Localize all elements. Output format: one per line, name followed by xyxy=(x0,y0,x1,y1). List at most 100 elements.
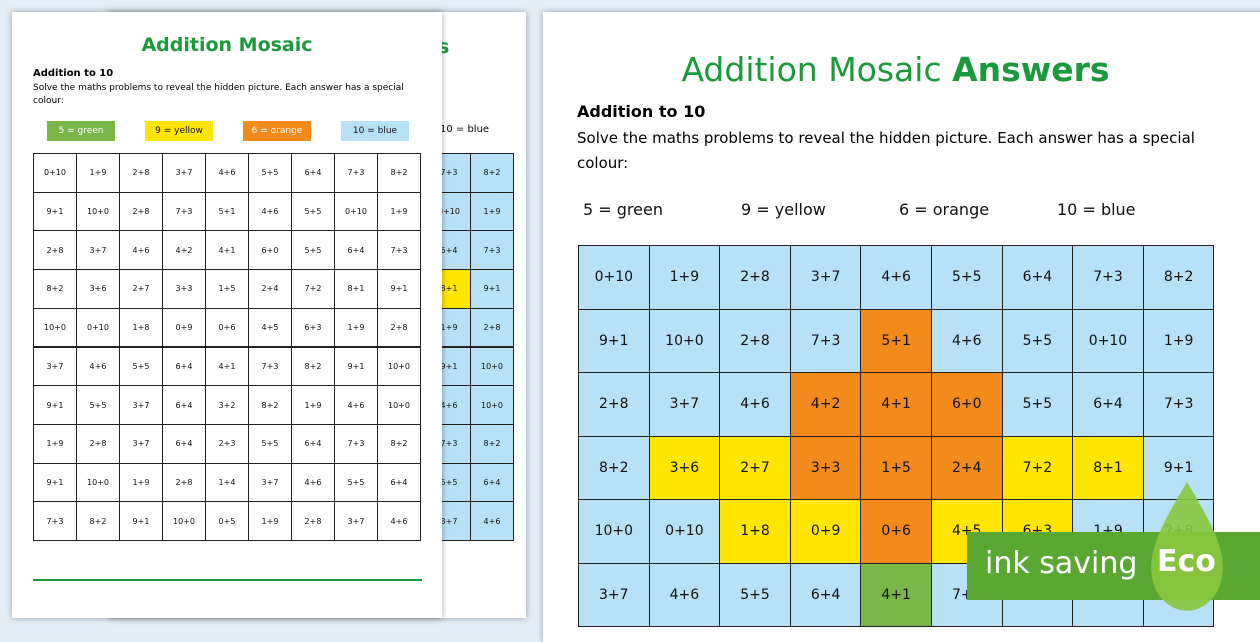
legend-item: 6 = orange xyxy=(243,121,311,141)
grid-cell: 0+10 xyxy=(648,499,721,564)
grid-cell: 10+0 xyxy=(162,501,206,541)
grid-cell: 4+6 xyxy=(648,562,721,627)
grid-cell: 1+5 xyxy=(860,435,932,500)
grid-cell: 3+7 xyxy=(248,462,292,503)
grid-cell: 10+0 xyxy=(578,499,650,564)
grid-cell: 7+3 xyxy=(1072,245,1144,310)
legend-item: 6 = orange xyxy=(899,199,990,219)
grid-cell: 3+7 xyxy=(578,562,650,627)
legend-item: 5 = green xyxy=(47,121,115,141)
grid-cell: 6+4 xyxy=(470,462,514,503)
grid-cell: 7+3 xyxy=(33,501,77,541)
grid-cell: 3+3 xyxy=(789,435,862,500)
grid-cell: 7+3 xyxy=(789,308,862,373)
grid-cell: 4+6 xyxy=(470,501,514,541)
legend-item: 5 = green xyxy=(583,199,663,219)
grid-cell: 8+2 xyxy=(377,153,421,193)
title: Addition Mosaic xyxy=(141,34,313,56)
grid-cell: 9+1 xyxy=(33,191,77,232)
grid-cell: 4+6 xyxy=(248,191,292,232)
grid-cell: 8+2 xyxy=(248,385,292,425)
grid-cell: 8+2 xyxy=(470,153,514,193)
grid-cell: 9+1 xyxy=(377,269,421,309)
grid-cell: 5+5 xyxy=(248,153,292,193)
grid-cell: 2+8 xyxy=(719,308,791,373)
grid-cell: 8+2 xyxy=(377,423,421,464)
grid-cell: 8+2 xyxy=(578,435,650,500)
grid-cell: 4+1 xyxy=(860,562,932,627)
grid-cell: 6+4 xyxy=(162,423,206,464)
grid-cell: 1+5 xyxy=(205,269,249,309)
grid-cell: 6+4 xyxy=(1072,372,1144,437)
grid-cell: 2+8 xyxy=(291,501,335,541)
grid-cell: 4+6 xyxy=(205,153,249,193)
worksheet: Addition Mosaic Addition to 10 Solve the… xyxy=(12,12,442,618)
grid-cell: 3+6 xyxy=(648,435,721,500)
grid-cell: 7+3 xyxy=(1142,372,1215,437)
grid-cell: 2+8 xyxy=(719,245,791,310)
grid-cell: 4+6 xyxy=(76,346,120,387)
grid-cell: 9+1 xyxy=(578,308,650,373)
grid-cell: 2+8 xyxy=(470,307,514,348)
grid-cell: 3+3 xyxy=(162,269,206,309)
grid-cell: 6+4 xyxy=(291,423,335,464)
grid-cell: 10+0 xyxy=(33,307,77,348)
grid-cell: 7+3 xyxy=(377,230,421,271)
grid-cell: 4+6 xyxy=(931,308,1003,373)
instructions: Solve the maths problems to reveal the h… xyxy=(33,83,404,106)
grid-cell: 1+9 xyxy=(334,307,378,348)
grid-cell: 9+1 xyxy=(33,462,77,503)
grid-cell: 8+2 xyxy=(33,269,77,309)
grid-cell: 3+2 xyxy=(205,385,249,425)
grid-cell: 9+1 xyxy=(334,346,378,387)
grid-cell: 7+2 xyxy=(1001,435,1074,500)
grid-cell: 1+9 xyxy=(248,501,292,541)
grid-cell: 0+6 xyxy=(860,499,932,564)
eco-text: Eco xyxy=(1157,544,1216,579)
grid-cell: 4+6 xyxy=(377,501,421,541)
grid-cell: 2+7 xyxy=(119,269,163,309)
grid-cell: 6+4 xyxy=(789,562,862,627)
title-text: Addition Mosaic xyxy=(681,50,942,89)
grid-cell: 10+0 xyxy=(377,346,421,387)
grid-cell: 0+9 xyxy=(789,499,862,564)
grid-cell: 7+3 xyxy=(334,423,378,464)
grid-cell: 4+1 xyxy=(205,230,249,271)
grid-cell: 5+5 xyxy=(334,462,378,503)
grid-cell: 8+2 xyxy=(470,423,514,464)
grid-cell: 3+6 xyxy=(76,269,120,309)
grid-cell: 6+0 xyxy=(931,372,1003,437)
grid-cell: 2+8 xyxy=(119,191,163,232)
grid-cell: 7+3 xyxy=(248,346,292,387)
title-bold: Answers xyxy=(952,50,1110,89)
leaf xyxy=(1151,482,1223,611)
grid-cell: 2+8 xyxy=(377,307,421,348)
grid-cell: 1+9 xyxy=(648,245,721,310)
grid-cell: 3+7 xyxy=(334,501,378,541)
grid-cell: 3+7 xyxy=(33,346,77,387)
grid-cell: 7+3 xyxy=(470,230,514,271)
grid-cell: 0+6 xyxy=(205,307,249,348)
grid-cell: 6+0 xyxy=(248,230,292,271)
grid-cell: 5+1 xyxy=(205,191,249,232)
grid-cell: 0+9 xyxy=(162,307,206,348)
grid-cell: 2+8 xyxy=(33,230,77,271)
grid-cell: 1+9 xyxy=(1142,308,1215,373)
legend-item: 9 = yellow xyxy=(741,199,826,219)
grid-cell: 1+9 xyxy=(377,191,421,232)
grid-cell: 3+7 xyxy=(76,230,120,271)
subtitle: Addition to 10 xyxy=(33,68,114,79)
grid-cell: 3+7 xyxy=(162,153,206,193)
grid-cell: 6+4 xyxy=(162,385,206,425)
grid-cell: 1+9 xyxy=(76,153,120,193)
footer-line xyxy=(33,579,422,581)
legend-item: 10 = blue xyxy=(1057,199,1136,219)
answer-sheet: Addition Mosaic Answers Addition to 10 S… xyxy=(543,12,1260,642)
grid-cell: 9+1 xyxy=(119,501,163,541)
grid-cell: 4+2 xyxy=(789,372,862,437)
grid-cell: 4+2 xyxy=(162,230,206,271)
grid-cell: 1+9 xyxy=(470,191,514,232)
grid-cell: 5+5 xyxy=(291,191,335,232)
grid-cell: 0+5 xyxy=(205,501,249,541)
grid-cell: 10+0 xyxy=(76,462,120,503)
